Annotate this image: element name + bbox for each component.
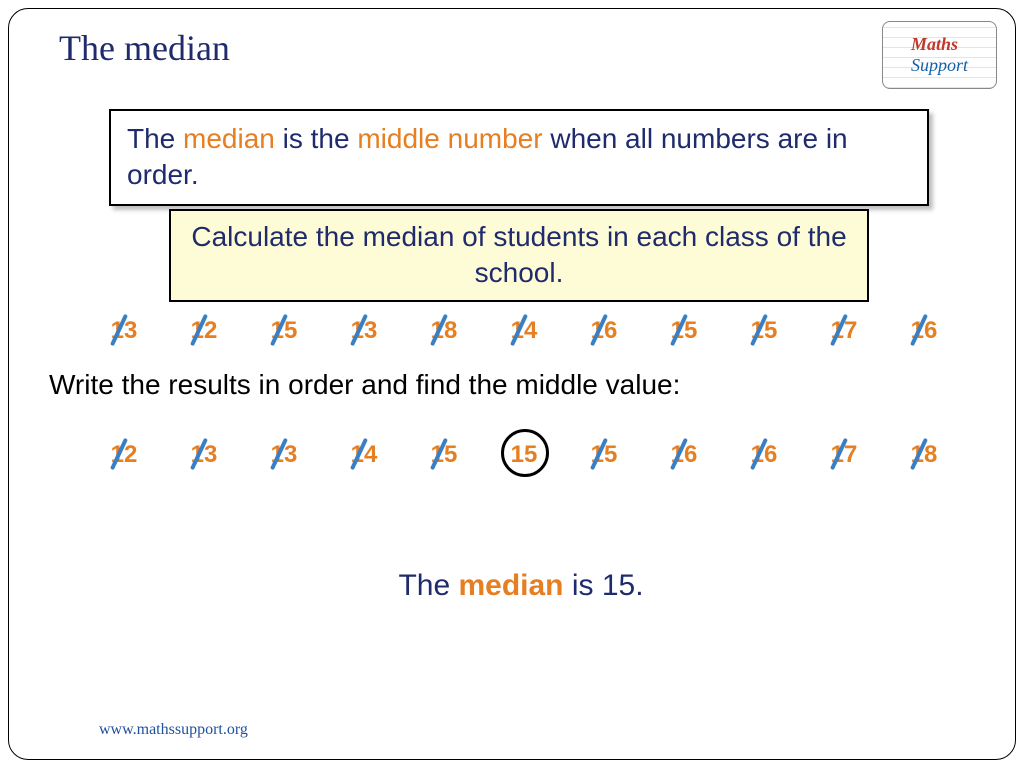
number-item: 15: [269, 317, 299, 345]
number-item: 13: [189, 441, 219, 469]
slash-mark: [590, 438, 608, 471]
slash-mark: [430, 438, 448, 471]
task-box: Calculate the median of students in each…: [169, 209, 869, 302]
conclusion-text: The median is 15.: [9, 569, 1024, 603]
number-item: 18: [909, 441, 939, 469]
footer-url: www.mathssupport.org: [99, 721, 248, 739]
slash-mark: [510, 314, 528, 347]
number-item: 13: [349, 317, 379, 345]
slash-mark: [910, 438, 928, 471]
slash-mark: [910, 314, 928, 347]
number-item: 14: [349, 441, 379, 469]
number-item: 16: [909, 317, 939, 345]
slash-mark: [750, 314, 768, 347]
def-mid: is the: [275, 123, 357, 154]
number-item: 17: [829, 441, 859, 469]
instruction-text: Write the results in order and find the …: [49, 369, 680, 401]
slash-mark: [590, 314, 608, 347]
logo-badge: Maths Support: [882, 21, 997, 89]
slash-mark: [270, 314, 288, 347]
def-term-middle-number: middle number: [357, 123, 542, 154]
number-item: 18: [429, 317, 459, 345]
slash-mark: [670, 438, 688, 471]
definition-box: The median is the middle number when all…: [109, 109, 929, 206]
number-item: 14: [509, 317, 539, 345]
slash-mark: [430, 314, 448, 347]
number-item: 17: [829, 317, 859, 345]
slash-mark: [110, 438, 128, 471]
slash-mark: [350, 438, 368, 471]
slash-mark: [350, 314, 368, 347]
logo-line2: Support: [911, 55, 968, 75]
slash-mark: [270, 438, 288, 471]
number-item: 15: [429, 441, 459, 469]
conclusion-pre: The: [398, 569, 458, 602]
def-pre: The: [127, 123, 183, 154]
number-item: 15: [589, 441, 619, 469]
number-item: 16: [749, 441, 779, 469]
slash-mark: [830, 438, 848, 471]
number-item: 15: [669, 317, 699, 345]
number-item: 13: [269, 441, 299, 469]
conclusion-post: is 15.: [564, 569, 644, 602]
page-title: The median: [59, 27, 230, 69]
number-item: 13: [109, 317, 139, 345]
slash-mark: [750, 438, 768, 471]
slash-mark: [190, 438, 208, 471]
number-item: 16: [589, 317, 619, 345]
def-term-median: median: [183, 123, 275, 154]
slash-mark: [190, 314, 208, 347]
number-item: 12: [109, 441, 139, 469]
slash-mark: [830, 314, 848, 347]
number-item: 16: [669, 441, 699, 469]
logo-line1: Maths: [911, 34, 958, 54]
number-item: 12: [189, 317, 219, 345]
slide-frame: The median Maths Support The median is t…: [8, 8, 1016, 760]
median-circle: [501, 429, 549, 477]
conclusion-term: median: [458, 569, 563, 602]
slash-mark: [670, 314, 688, 347]
numbers-row-unordered: 13 12 15 13 18 14 16 15 15 17 16: [109, 317, 949, 345]
number-item: 15: [749, 317, 779, 345]
slash-mark: [110, 314, 128, 347]
